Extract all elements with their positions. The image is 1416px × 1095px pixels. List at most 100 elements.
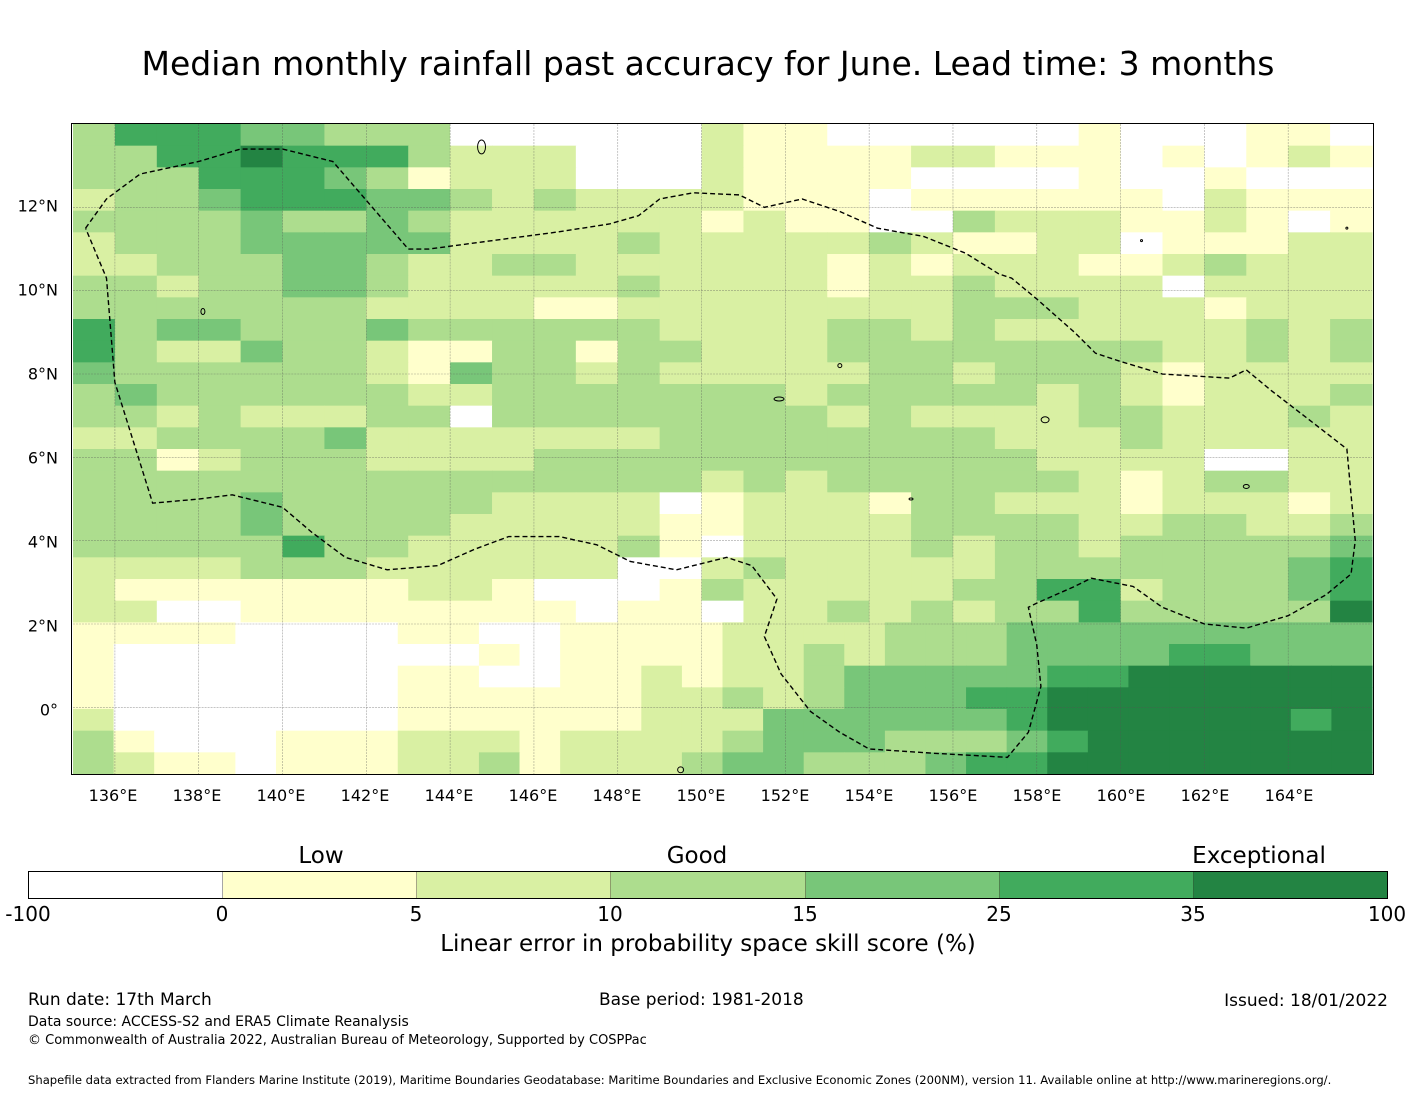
skill-cell [994,232,1038,255]
skill-cell [154,730,196,753]
skill-cell [156,514,200,537]
skill-cell [869,557,912,580]
skill-cell [72,124,116,147]
skill-cell [785,167,828,190]
skill-cell [785,124,828,147]
skill-cell [659,254,703,277]
skill-cell [366,297,409,320]
skill-cell [911,189,954,212]
skill-cell [743,254,786,277]
skill-cell [1209,687,1251,710]
skill-cell [450,449,493,472]
skill-cell [1120,210,1164,233]
skill-cell [869,600,912,623]
skill-cell [492,232,535,255]
skill-cell [1036,124,1080,147]
skill-cell [235,730,277,753]
skill-cell [316,709,358,732]
skill-cell [324,362,367,385]
skill-cell [114,167,158,190]
skill-cell [701,275,745,298]
skill-cell [282,254,326,277]
skill-cell [1036,362,1080,385]
skill-cell [884,622,927,645]
skill-cell [827,384,870,407]
skill-cell [1246,535,1289,558]
copyright: © Commonwealth of Australia 2022, Austra… [28,1033,647,1048]
skill-cell [156,297,200,320]
skill-cell [617,514,661,537]
skill-cell [911,557,954,580]
skill-cell [316,644,358,667]
skill-cell [275,622,318,645]
skill-cell [743,362,786,385]
skill-cell [198,275,242,298]
skill-cell [156,535,200,558]
skill-cell [659,405,703,428]
skill-cell [114,384,158,407]
skill-cell [994,579,1038,602]
skill-cell [1120,405,1164,428]
skill-cell [366,449,409,472]
skill-cell [952,449,996,472]
skill-cell [1036,319,1080,342]
island-outline [1140,239,1144,243]
skill-cell [240,557,284,580]
skill-cell [994,275,1038,298]
skill-cell [114,297,158,320]
skill-cell [641,622,683,645]
skill-cell [1204,189,1247,212]
skill-cell [72,319,116,342]
skill-cell [240,340,284,363]
skill-cell [952,557,996,580]
skill-cell [1162,189,1205,212]
skill-cell [681,687,724,710]
skill-cell [1204,275,1247,298]
skill-cell [282,492,326,515]
skill-cell [560,644,602,667]
lat-tick-8n: 8°N [27,364,58,384]
skill-cell [1288,557,1331,580]
skill-cell [884,730,927,753]
skill-cell [911,492,954,515]
skill-cell [1078,189,1122,212]
skill-cell [198,297,242,320]
skill-cell [1204,167,1247,190]
skill-cell [1246,470,1289,493]
skill-cell [1006,709,1048,732]
skill-cell [1250,709,1292,732]
skill-cell [659,145,703,168]
skill-cell [1330,254,1373,277]
skill-cell [519,752,561,774]
skill-cell [1246,145,1289,168]
skill-cell [72,644,115,667]
skill-cell [722,644,764,667]
skill-cell [1036,427,1080,450]
skill-cell [492,427,535,450]
skill-cell [701,319,745,342]
skill-cell [198,189,242,212]
skill-cell [701,232,745,255]
skill-cell [600,709,642,732]
skill-cell [743,297,786,320]
skill-cell [1288,492,1331,515]
skill-cell [869,470,912,493]
colorbar-segment [1193,872,1387,898]
skill-cell [240,600,284,623]
skill-cell [1330,470,1373,493]
skill-cell [743,579,786,602]
skill-cell [1120,232,1164,255]
skill-cell [1250,665,1292,688]
skill-cell [681,730,724,753]
skill-cell [1128,687,1170,710]
skill-cell [617,362,661,385]
skill-cell [1162,600,1205,623]
skill-cell [492,579,535,602]
skill-cell [1246,557,1289,580]
skill-cell [114,362,158,385]
island-outline [677,766,685,774]
skill-cell [478,752,521,774]
skill-cell [1169,730,1211,753]
skill-cell [324,470,367,493]
skill-cell [994,384,1038,407]
